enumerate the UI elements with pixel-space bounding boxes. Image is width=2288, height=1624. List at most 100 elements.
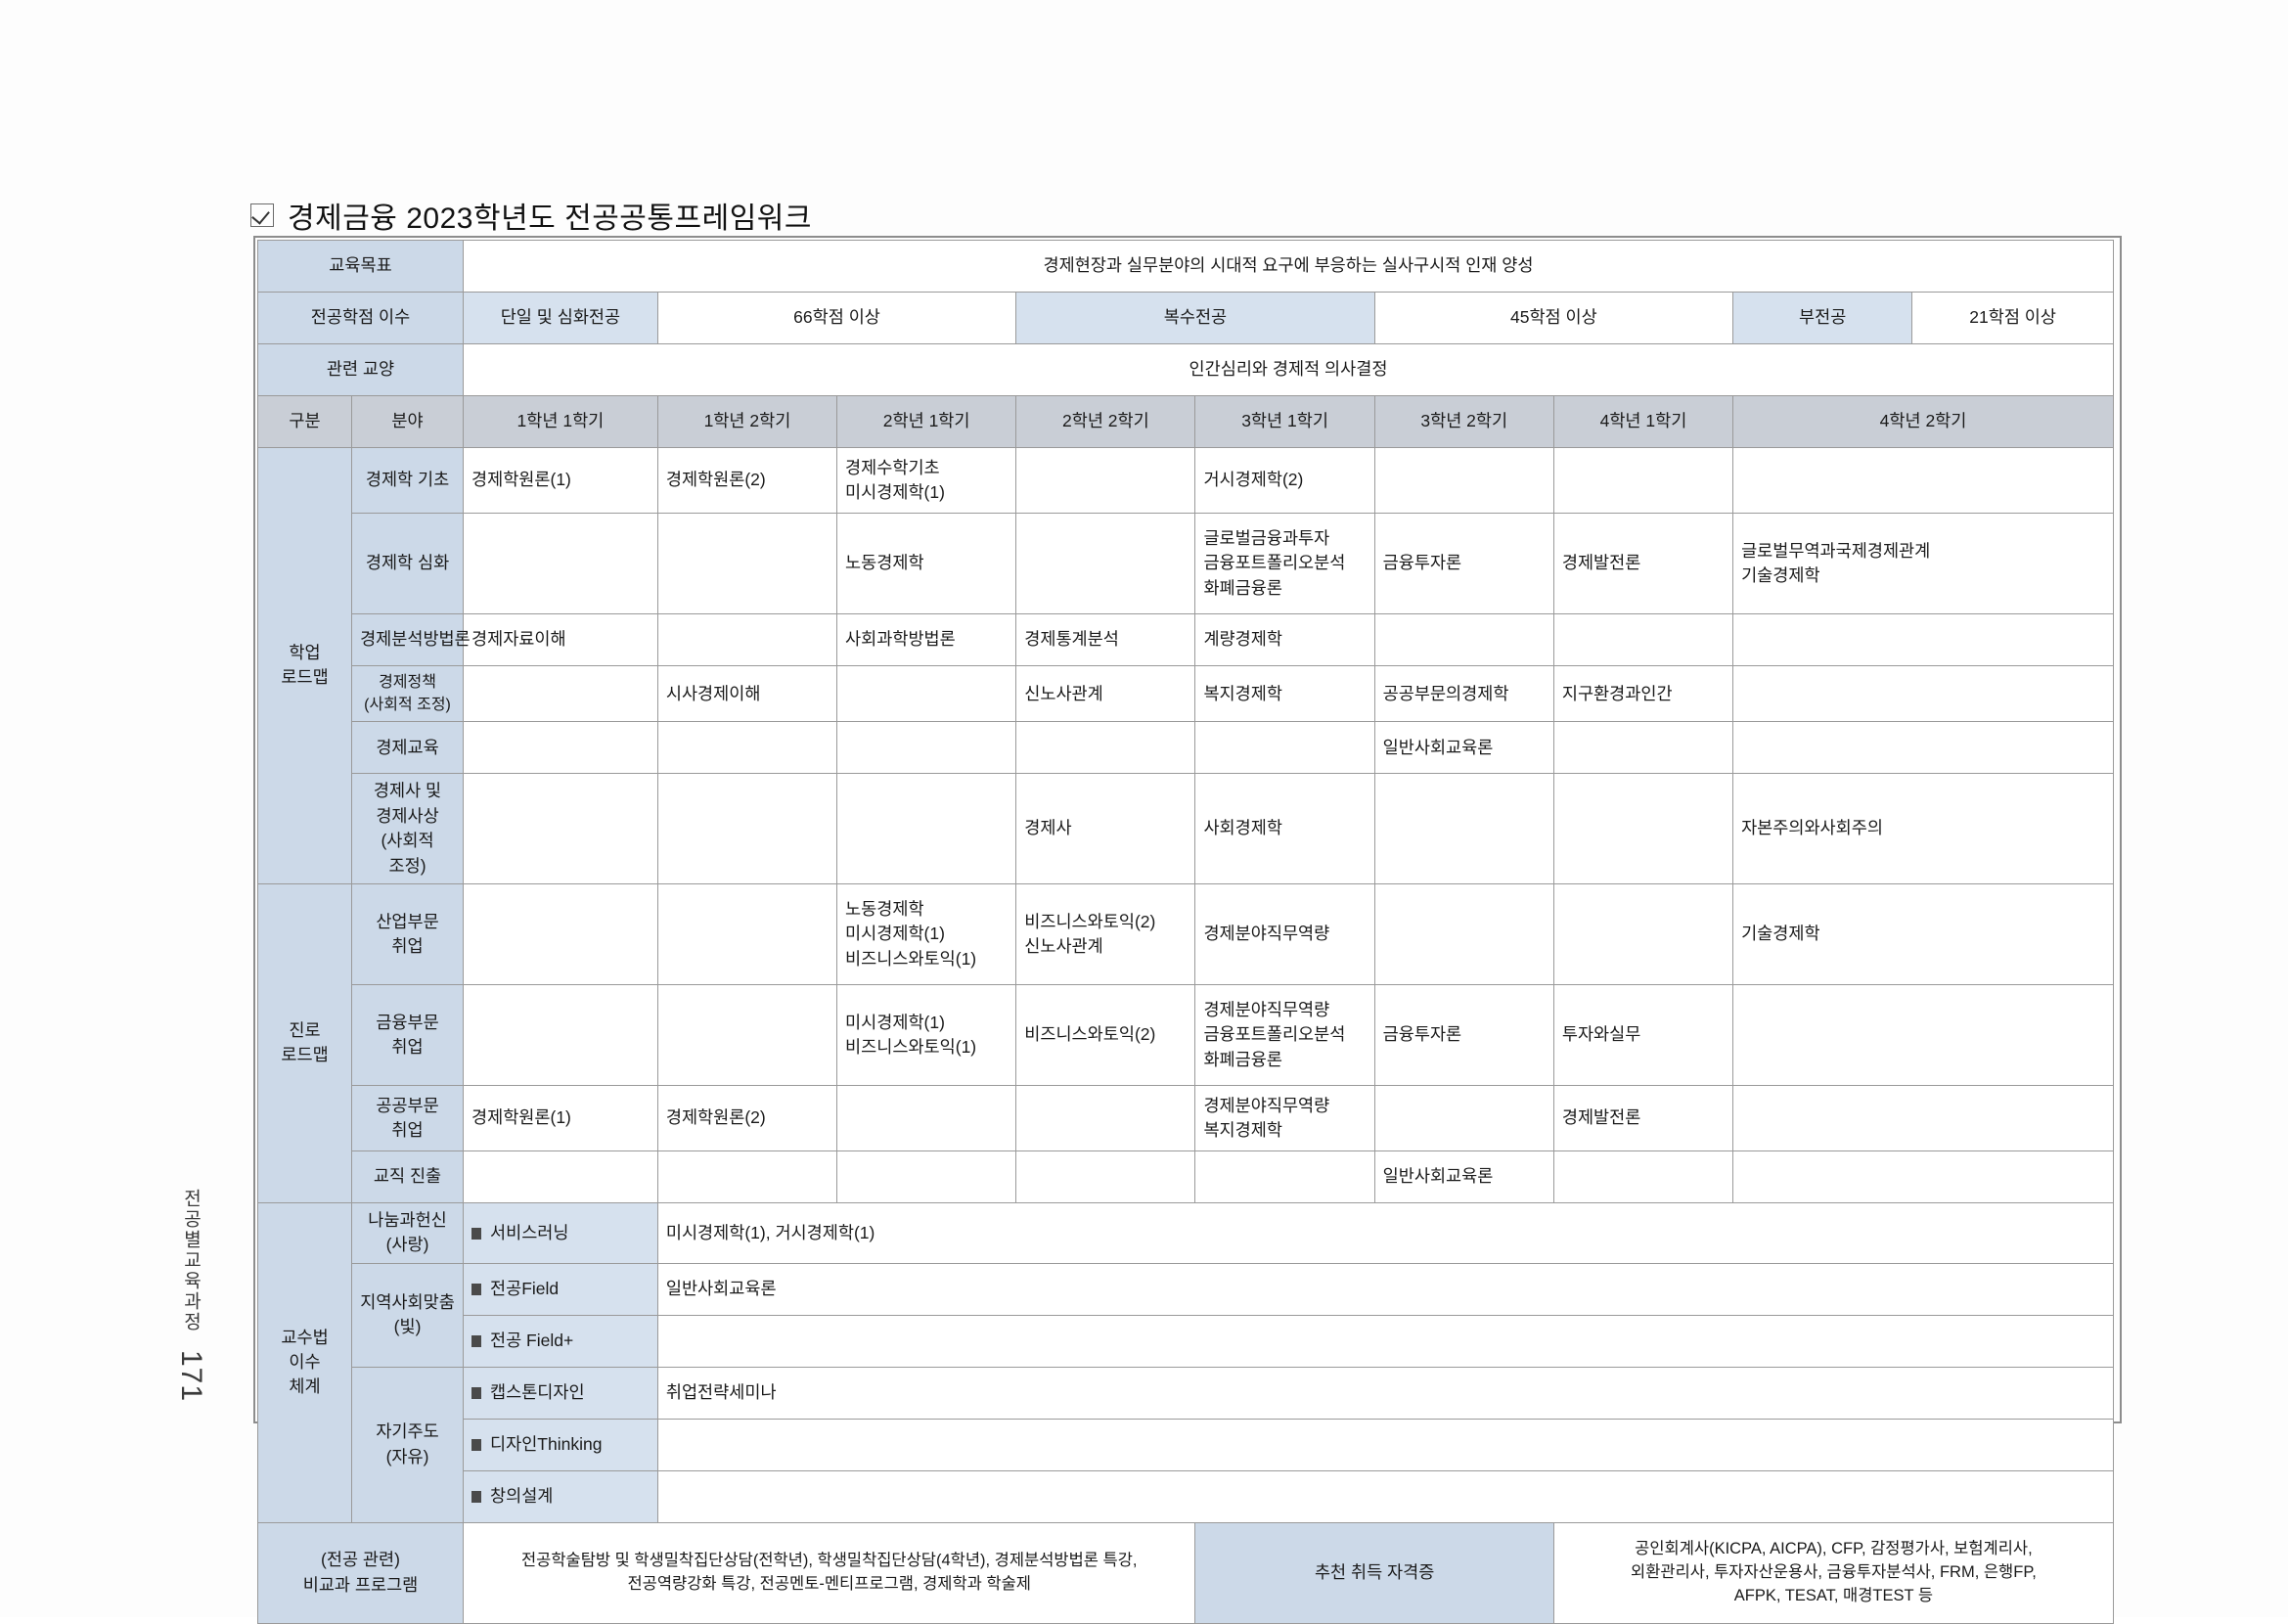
cell: 일반사회교육론 bbox=[1373, 1150, 1554, 1203]
area-label-finance-employment: 금융부문 취업 bbox=[351, 983, 464, 1086]
page-number: 171 bbox=[175, 1350, 207, 1403]
credit-track-minor: 부전공 bbox=[1732, 292, 1913, 344]
area-label-economics-advanced: 경제학 심화 bbox=[351, 513, 464, 614]
method-item-label: 디자인Thinking bbox=[490, 1433, 603, 1454]
cell bbox=[463, 882, 658, 985]
cell: 일반사회교육론 bbox=[1373, 721, 1554, 775]
area-label-economics-basic: 경제학 기초 bbox=[351, 447, 464, 514]
square-bullet-icon bbox=[471, 1227, 481, 1240]
cell: 경제자료이해 bbox=[463, 613, 658, 666]
square-bullet-icon bbox=[471, 1334, 481, 1347]
cell: 사회과학방법론 bbox=[836, 613, 1017, 666]
square-bullet-icon bbox=[471, 1438, 481, 1451]
cell bbox=[1732, 721, 2114, 775]
cell bbox=[656, 882, 838, 985]
cell bbox=[463, 983, 658, 1086]
cell bbox=[1373, 773, 1554, 884]
cell: 경제학원론(2) bbox=[656, 1084, 838, 1151]
table-row-academic-basic: 학업 로드맵 경제학 기초 경제학원론(1) 경제학원론(2) 경제수학기초 미… bbox=[256, 447, 2114, 884]
method-courses: 일반사회교육론 bbox=[656, 1262, 2115, 1316]
cell bbox=[656, 773, 838, 884]
method-item-label: 서비스러닝 bbox=[490, 1222, 569, 1242]
cell: 경제학원론(2) bbox=[656, 447, 838, 514]
credit-track-double: 복수전공 bbox=[1015, 292, 1375, 344]
cell bbox=[1015, 1150, 1196, 1203]
cell bbox=[836, 721, 1017, 775]
cell: 경제수학기초 미시경제학(1) bbox=[836, 447, 1017, 514]
page-title-text: 경제금융 2023학년도 전공공통프레임워크 bbox=[288, 203, 813, 235]
group-label-academic: 학업 로드맵 bbox=[256, 447, 353, 884]
cell bbox=[1373, 1084, 1554, 1151]
cell: 경제학원론(1) bbox=[463, 1084, 658, 1151]
method-item-major-field: 전공Field bbox=[463, 1262, 658, 1316]
table-row-method-service-learning: 교수법 이수 체계 나눔과헌신(사랑) 서비스러닝 미시경제학(1), 거시경제… bbox=[256, 1201, 2115, 1523]
method-courses bbox=[656, 1469, 2115, 1523]
credit-track-single: 단일 및 심화전공 bbox=[463, 292, 658, 344]
cell: 복지경제학 bbox=[1194, 664, 1375, 723]
cell bbox=[1552, 882, 1734, 985]
cell bbox=[463, 664, 658, 723]
cell: 시사경제이해 bbox=[656, 664, 838, 723]
group-label-teaching-method: 교수법 이수 체계 bbox=[256, 1201, 353, 1523]
column-header-term-2: 1학년 2학기 bbox=[656, 395, 838, 448]
cell: 계량경제학 bbox=[1194, 613, 1375, 666]
table-row-career-public: 공공부문 취업 경제학원론(1) 경제학원론(2) 경제분야직무역량 복지경제학… bbox=[258, 1084, 2114, 1151]
cell bbox=[836, 1084, 1017, 1151]
column-header-term-4: 2학년 2학기 bbox=[1015, 395, 1196, 448]
cell bbox=[656, 1150, 838, 1203]
column-header-term-1: 1학년 1학기 bbox=[463, 395, 658, 448]
area-label-analysis-methods: 경제분석방법론 bbox=[351, 613, 471, 666]
cell: 지구환경과인간 bbox=[1552, 664, 1734, 723]
area-label-public-employment: 공공부문 취업 bbox=[351, 1084, 464, 1151]
method-courses bbox=[656, 1314, 2115, 1368]
cell: 경제학원론(1) bbox=[463, 447, 658, 514]
square-bullet-icon bbox=[471, 1283, 481, 1295]
method-courses: 취업전략세미나 bbox=[656, 1366, 2115, 1420]
table-row-career-industry: 진로 로드맵 산업부문 취업 노동경제학 미시경제학(1) 비즈니스와토익(1)… bbox=[256, 882, 2114, 1203]
cell bbox=[836, 773, 1017, 884]
goal-label: 교육목표 bbox=[257, 240, 464, 293]
table-row-academic-education: 경제교육 일반사회교육론 bbox=[258, 721, 2114, 775]
cell: 경제분야직무역량 bbox=[1194, 882, 1375, 985]
column-header-term-7: 4학년 1학기 bbox=[1552, 395, 1734, 448]
cell bbox=[463, 721, 658, 775]
area-label-policy: 경제정책(사회적 조정) bbox=[351, 664, 464, 723]
cell: 글로벌무역과국제경제관계 기술경제학 bbox=[1732, 513, 2114, 614]
table-row-method-design-thinking: 디자인Thinking bbox=[258, 1418, 2115, 1471]
cell bbox=[1552, 1150, 1734, 1203]
cell bbox=[656, 721, 838, 775]
credit-value-single: 66학점 이상 bbox=[656, 292, 1017, 344]
liberal-label: 관련 교양 bbox=[257, 343, 464, 396]
credits-label: 전공학점 이수 bbox=[257, 292, 464, 344]
cell: 노동경제학 bbox=[836, 513, 1017, 614]
column-header-term-3: 2학년 1학기 bbox=[836, 395, 1017, 448]
cell bbox=[1373, 613, 1554, 666]
certificates-label: 추천 취득 자격증 bbox=[1194, 1521, 1554, 1624]
cell bbox=[1552, 773, 1734, 884]
method-item-capstone-design: 캡스톤디자인 bbox=[463, 1366, 658, 1420]
cell bbox=[1015, 447, 1196, 514]
cell: 금융투자론 bbox=[1373, 513, 1554, 614]
cell bbox=[1015, 721, 1196, 775]
column-header-term-8: 4학년 2학기 bbox=[1732, 395, 2114, 448]
method-item-design-thinking: 디자인Thinking bbox=[463, 1418, 658, 1471]
area-label-economics-education: 경제교육 bbox=[351, 721, 464, 775]
square-bullet-icon bbox=[471, 1490, 481, 1503]
table-row-credits: 전공학점 이수 단일 및 심화전공 66학점 이상 복수전공 45학점 이상 부… bbox=[257, 292, 2114, 344]
cell: 노동경제학 미시경제학(1) 비즈니스와토익(1) bbox=[836, 882, 1017, 985]
table-row-academic-methods: 경제분석방법론 경제자료이해 사회과학방법론 경제통계분석 계량경제학 bbox=[258, 613, 2114, 666]
credit-value-minor: 21학점 이상 bbox=[1911, 292, 2114, 344]
cell bbox=[1732, 447, 2114, 514]
table-row-liberal: 관련 교양 인간심리와 경제적 의사결정 bbox=[257, 343, 2114, 396]
cell bbox=[463, 1150, 658, 1203]
area-label-industry-employment: 산업부문 취업 bbox=[351, 882, 464, 985]
cell: 비즈니스와토익(2) bbox=[1015, 983, 1196, 1086]
method-item-creative-design: 창의설계 bbox=[463, 1469, 658, 1523]
method-item-major-field-plus: 전공 Field+ bbox=[463, 1314, 658, 1368]
cell: 거시경제학(2) bbox=[1194, 447, 1375, 514]
credit-value-double: 45학점 이상 bbox=[1373, 292, 1734, 344]
method-courses bbox=[656, 1418, 2115, 1471]
table-row-method-capstone: 자기주도(자유) 캡스톤디자인 취업전략세미나 bbox=[258, 1366, 2115, 1523]
cell bbox=[656, 983, 838, 1086]
cell bbox=[463, 513, 658, 614]
